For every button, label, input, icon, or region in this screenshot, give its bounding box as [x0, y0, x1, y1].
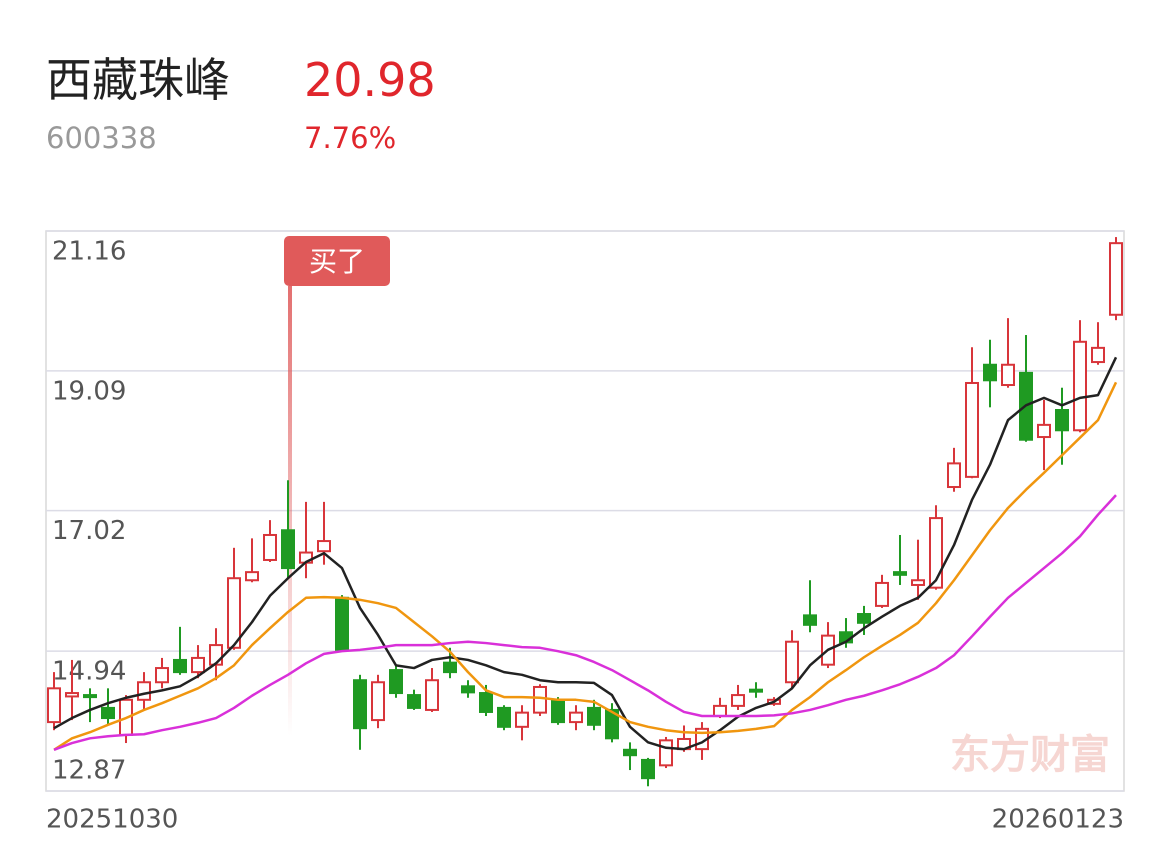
candle-body [983, 363, 997, 382]
stock-change: 7.76% [304, 121, 397, 155]
moving-average-line [53, 356, 1118, 751]
candle-body [317, 540, 331, 553]
candle-body [65, 692, 79, 698]
x-tick-label: 20260123 [992, 805, 1124, 835]
candle-body [173, 658, 187, 674]
y-tick-label: 12.87 [52, 756, 126, 786]
candle-body [425, 679, 439, 711]
y-tick-label: 14.94 [52, 657, 126, 687]
candle-body [1109, 242, 1123, 316]
candle-body [1037, 423, 1051, 439]
y-tick-label: 19.09 [52, 376, 126, 406]
header: 西藏珠峰 20.98 600338 7.76% [46, 50, 646, 160]
candle-body [587, 706, 601, 726]
candle-body [137, 681, 151, 701]
candle-body [875, 581, 889, 607]
candle-body [1001, 363, 1015, 387]
candle-body [443, 661, 457, 674]
candle-body [191, 656, 205, 674]
candle-body [1091, 346, 1105, 364]
candle-body [263, 533, 277, 561]
candle-body [749, 688, 763, 693]
candle-body [659, 739, 673, 767]
candle-body [713, 704, 727, 718]
candle-body [155, 667, 169, 684]
candle-body [857, 613, 871, 624]
y-tick-label: 17.02 [52, 516, 126, 546]
candle-body [1055, 409, 1069, 432]
candle-body [227, 577, 241, 649]
candle-body [245, 571, 259, 582]
candle-body [803, 614, 817, 626]
watermark: 东方财富 [950, 732, 1110, 778]
candle-body [497, 706, 511, 728]
candle-body [389, 669, 403, 695]
candle-body [911, 579, 925, 586]
candle-body [101, 706, 115, 720]
x-tick-label: 20251030 [46, 805, 178, 835]
candle-body [533, 685, 547, 714]
candle-body [479, 692, 493, 713]
candle-body [965, 381, 979, 478]
candle-body [353, 679, 367, 730]
candle-body [47, 687, 61, 724]
stock-name: 西藏珠峰 [46, 53, 230, 107]
candle-body [569, 711, 583, 724]
candle-body [605, 708, 619, 740]
stock-code: 600338 [46, 121, 157, 155]
candle-body [893, 571, 907, 576]
candle-body [371, 681, 385, 722]
candle-body [731, 694, 745, 707]
candle-body [83, 694, 97, 699]
candle-body [335, 596, 349, 651]
candle-body [947, 462, 961, 489]
candle-body [929, 517, 943, 589]
stock-price: 20.98 [304, 53, 436, 107]
candle-body [641, 758, 655, 780]
candle-body [515, 711, 529, 728]
candle-body [281, 529, 295, 570]
candle-body [551, 698, 565, 724]
candle-body [407, 694, 421, 709]
candle-body [1073, 340, 1087, 432]
annotation-tag [284, 236, 390, 286]
candle-body [623, 748, 637, 757]
moving-average-line [53, 494, 1117, 751]
candle-body [785, 640, 799, 684]
y-tick-label: 21.16 [52, 237, 126, 267]
candle-body [461, 685, 475, 694]
annotation-text: 买了 [309, 245, 365, 278]
moving-average-line [53, 381, 1118, 751]
annotation-line [288, 286, 292, 736]
